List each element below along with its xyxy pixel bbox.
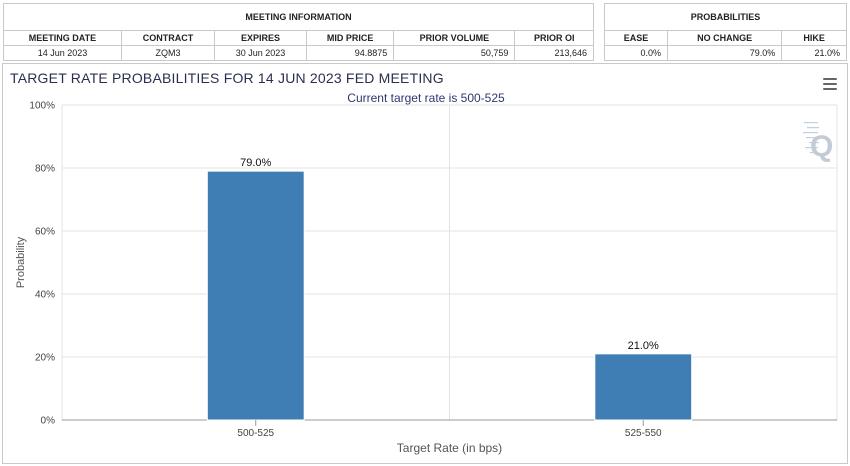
y-tick-label: 20% bbox=[35, 353, 55, 364]
data-label: 21.0% bbox=[628, 340, 659, 352]
probabilities-table: PROBABILITIES EASE NO CHANGE HIKE 0.0% 7… bbox=[603, 3, 847, 61]
prior-oi-value: 213,646 bbox=[514, 45, 594, 61]
y-axis-title: Probability bbox=[15, 236, 27, 288]
chart-panel: 0% 20% 40% 60% 80% 100% 79.0% 500-525 21.0% 525-5… bbox=[2, 63, 848, 464]
hike-value: 21.0% bbox=[781, 45, 847, 61]
column-header-prior-oi: PRIOR OI bbox=[514, 30, 594, 46]
column-header-mid-price: MID PRICE bbox=[305, 30, 395, 46]
bar-chart: 0% 20% 40% 60% 80% 100% 79.0% 500-525 21.0% 525-5… bbox=[15, 101, 838, 455]
expires-value: 30 Jun 2023 bbox=[214, 45, 307, 61]
mid-price-value: 94.8875 bbox=[305, 45, 395, 61]
column-header-prior-volume: PRIOR VOLUME bbox=[393, 30, 516, 46]
column-header-contract: CONTRACT bbox=[120, 30, 216, 46]
y-tick-label: 40% bbox=[35, 290, 55, 301]
svg-text:Q: Q bbox=[810, 130, 833, 163]
chart-subtitle: Current target rate is 500-525 bbox=[347, 91, 505, 105]
prior-volume-value: 50,759 bbox=[393, 45, 516, 61]
ease-value: 0.0% bbox=[603, 45, 669, 61]
q-logo-icon: Q bbox=[803, 122, 833, 163]
hamburger-menu-icon[interactable] bbox=[823, 78, 837, 90]
data-label: 79.0% bbox=[240, 157, 271, 169]
y-tick-label: 60% bbox=[35, 227, 55, 238]
column-header-expires: EXPIRES bbox=[214, 30, 307, 46]
column-header-meeting-date: MEETING DATE bbox=[3, 30, 122, 46]
bar[interactable] bbox=[594, 353, 693, 421]
column-header-no-change: NO CHANGE bbox=[667, 30, 783, 46]
meeting-information-table: MEETING INFORMATION MEETING DATE CONTRAC… bbox=[3, 3, 594, 61]
column-header-hike: HIKE bbox=[781, 30, 847, 46]
meeting-date-value: 14 Jun 2023 bbox=[3, 45, 122, 61]
x-axis-title: Target Rate (in bps) bbox=[397, 441, 502, 455]
bar[interactable] bbox=[206, 170, 305, 421]
chart-title: TARGET RATE PROBABILITIES FOR 14 JUN 202… bbox=[10, 70, 444, 86]
y-tick-label: 0% bbox=[41, 416, 56, 427]
meeting-information-header: MEETING INFORMATION bbox=[3, 3, 594, 31]
probabilities-header: PROBABILITIES bbox=[604, 3, 847, 31]
contract-value: ZQM3 bbox=[120, 45, 216, 61]
y-tick-label: 80% bbox=[35, 164, 55, 175]
x-tick-label: 525-550 bbox=[625, 428, 662, 439]
x-tick-label: 500-525 bbox=[237, 428, 274, 439]
column-header-ease: EASE bbox=[603, 30, 669, 46]
no-change-value: 79.0% bbox=[667, 45, 783, 61]
y-tick-label: 100% bbox=[29, 101, 55, 112]
